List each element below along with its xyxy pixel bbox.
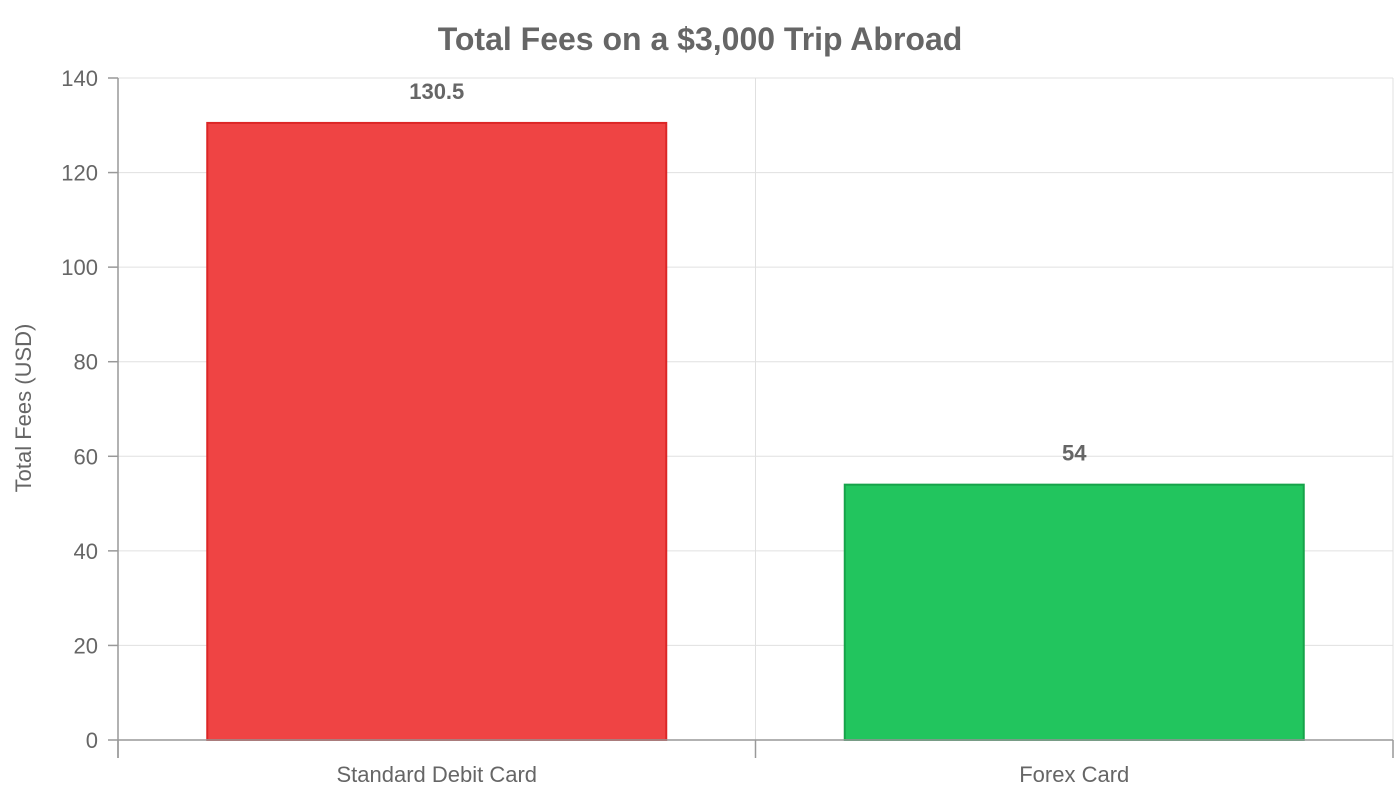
y-tick-label: 40	[74, 539, 98, 564]
x-tick-label: Standard Debit Card	[336, 762, 537, 787]
data-label: 130.5	[409, 79, 464, 104]
y-axis-title: Total Fees (USD)	[11, 324, 36, 493]
bar-forex-card	[843, 483, 1305, 741]
data-label: 54	[1062, 441, 1087, 466]
bar-standard-debit-card	[206, 121, 668, 741]
y-tick-label: 60	[74, 444, 98, 469]
label-layer: 0 20 40 60 80 100 120 140 130.5 Standard Debit Ca…	[61, 66, 1129, 787]
y-tick-label: 0	[86, 728, 98, 753]
y-tick-label: 100	[61, 255, 98, 280]
y-tick-label: 140	[61, 66, 98, 91]
x-tick-label: Forex Card	[1019, 762, 1129, 787]
y-tick-label: 80	[74, 350, 98, 375]
y-tick-label: 120	[61, 161, 98, 186]
bar-layer	[206, 121, 1305, 741]
chart-title: Total Fees on a $3,000 Trip Abroad	[438, 21, 963, 57]
axis-layer	[108, 77, 1394, 758]
y-tick-label: 20	[74, 633, 98, 658]
